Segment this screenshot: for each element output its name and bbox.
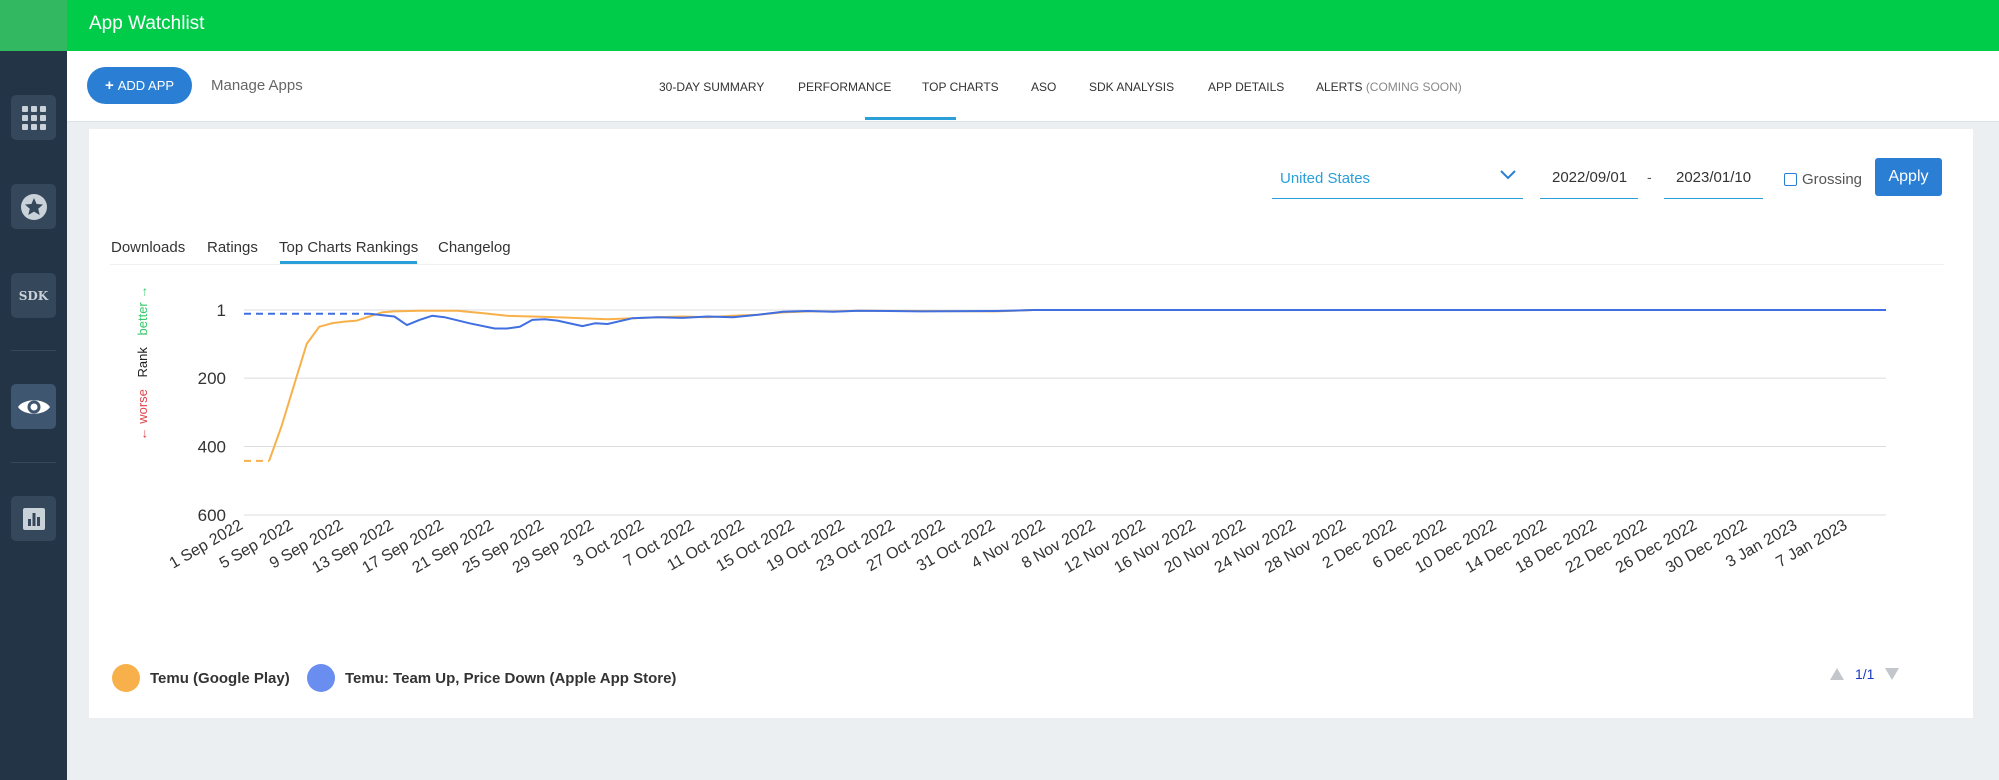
y-label-rank: Rank xyxy=(135,347,150,378)
y-label-worse: ← worse xyxy=(135,389,150,440)
series-layer xyxy=(244,309,1886,462)
sidebar-divider xyxy=(11,350,56,351)
date-separator: - xyxy=(1647,169,1652,185)
manage-apps-link[interactable]: Manage Apps xyxy=(211,77,303,94)
tab-30-day-summary[interactable]: 30-DAY SUMMARY xyxy=(659,80,765,94)
svg-text:← worse Rank bette: ← worse Rank better → xyxy=(135,286,150,441)
y-tick-label: 200 xyxy=(198,369,226,388)
data-tab-downloads[interactable]: Downloads xyxy=(111,239,186,256)
sidebar-item-apps-grid[interactable] xyxy=(11,95,56,140)
tab-alerts-suffix: (COMING SOON) xyxy=(1365,80,1462,94)
sdk-label: SDK xyxy=(18,288,49,303)
legend-swatch xyxy=(112,664,140,692)
eye-icon xyxy=(17,399,50,414)
y-label-better: better → xyxy=(135,286,150,336)
top-bar: App Watchlist xyxy=(0,0,1999,51)
apply-button[interactable]: Apply xyxy=(1875,158,1942,196)
sidebar-item-watchlist[interactable] xyxy=(11,384,56,429)
y-tick-label: 1 xyxy=(217,301,226,320)
active-data-tab-indicator xyxy=(280,261,417,264)
bar-chart-icon xyxy=(22,507,45,530)
grossing-toggle[interactable]: Grossing xyxy=(1784,171,1862,188)
series-app-store xyxy=(244,309,1886,330)
country-select[interactable]: United States xyxy=(1272,159,1523,199)
data-tab-top-charts-rankings[interactable]: Top Charts Rankings xyxy=(279,239,419,256)
sidebar-divider xyxy=(11,462,56,463)
series-google-play xyxy=(244,309,1886,462)
tab-top-charts[interactable]: TOP CHARTS xyxy=(922,80,999,94)
add-app-button[interactable]: + ADD APP xyxy=(87,67,192,104)
content-card xyxy=(89,129,1973,718)
y-tick-label: 400 xyxy=(198,438,226,457)
add-app-label: ADD APP xyxy=(117,78,175,93)
series-line xyxy=(369,309,1886,330)
grossing-label: Grossing xyxy=(1802,171,1863,188)
tab-alerts[interactable]: ALERTS (COMING SOON) xyxy=(1316,80,1462,94)
tab-performance[interactable]: PERFORMANCE xyxy=(798,80,892,94)
date-to-field[interactable]: 2023/01/10 xyxy=(1664,159,1763,199)
date-from-field[interactable]: 2022/09/01 xyxy=(1540,159,1638,199)
legend-pager: 1/1 xyxy=(1829,666,1900,682)
legend-item-google-play[interactable]: Temu (Google Play) xyxy=(112,664,290,692)
tab-app-details[interactable]: APP DETAILS xyxy=(1208,80,1285,94)
star-icon xyxy=(20,193,47,220)
legend-page-indicator: 1/1 xyxy=(1855,666,1875,682)
grid-icon xyxy=(21,105,46,130)
arrow-down-icon[interactable] xyxy=(1884,667,1900,681)
sidebar-item-sdk[interactable]: SDK xyxy=(11,273,56,318)
y-tick-label: 600 xyxy=(198,506,226,525)
sidebar-item-favorites[interactable] xyxy=(11,184,56,229)
tab-aso[interactable]: ASO xyxy=(1031,80,1057,94)
series-line xyxy=(268,309,1886,462)
legend-label: Temu: Team Up, Price Down (Apple App Sto… xyxy=(345,669,677,687)
plus-icon: + xyxy=(104,77,114,94)
country-value: United States xyxy=(1280,170,1371,187)
grid-layer xyxy=(244,309,1886,516)
app-title: App Watchlist xyxy=(89,13,205,34)
tab-alerts-label: ALERTS xyxy=(1316,80,1363,94)
chevron-down-icon xyxy=(1500,170,1516,180)
arrow-up-icon[interactable] xyxy=(1829,667,1845,681)
tab-sdk-analysis[interactable]: SDK ANALYSIS xyxy=(1089,80,1175,94)
legend-item-app-store[interactable]: Temu: Team Up, Price Down (Apple App Sto… xyxy=(307,664,676,692)
tabs-divider xyxy=(110,264,1944,265)
legend-swatch xyxy=(307,664,335,692)
grossing-checkbox[interactable] xyxy=(1784,173,1797,186)
top-bar-corner xyxy=(0,0,67,51)
sidebar-item-reports[interactable] xyxy=(11,496,56,541)
y-axis-label: ← worse Rank better → xyxy=(135,286,150,441)
active-tab-indicator xyxy=(865,117,956,120)
data-tab-ratings[interactable]: Ratings xyxy=(207,239,258,256)
sidebar: SDK xyxy=(0,51,67,780)
sub-header: + ADD APP Manage Apps 30-DAY SUMMARY PER… xyxy=(67,51,1999,122)
data-tab-changelog[interactable]: Changelog xyxy=(438,239,511,256)
legend-label: Temu (Google Play) xyxy=(150,669,290,687)
y-tick-layer: 1 200 400 600 xyxy=(198,301,226,525)
